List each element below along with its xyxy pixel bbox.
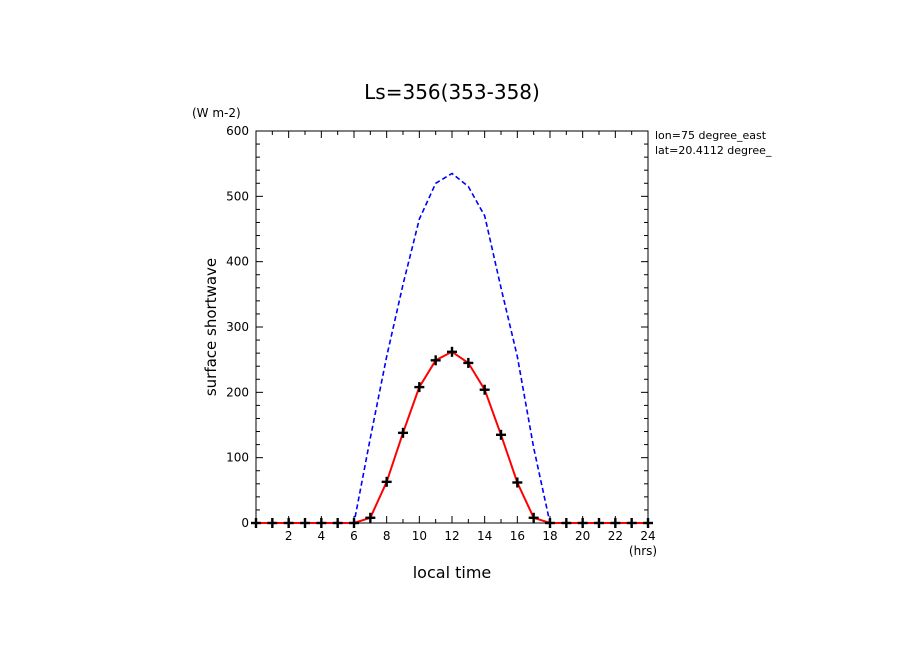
- x-axis-label: local time: [413, 563, 492, 582]
- data-point-marker: [577, 518, 588, 528]
- data-point-marker: [251, 518, 261, 528]
- y-axis-label: surface shortwave: [202, 258, 220, 396]
- annotation-lon: lon=75 degree_east: [655, 129, 767, 142]
- x-tick-label: 20: [575, 529, 590, 543]
- x-tick-label: 2: [285, 529, 293, 543]
- data-point-marker: [316, 518, 327, 528]
- data-point-marker: [283, 518, 294, 528]
- y-tick-label: 200: [226, 385, 249, 399]
- data-point-marker: [267, 518, 278, 528]
- y-tick-label: 600: [226, 124, 249, 138]
- data-point-marker: [463, 357, 474, 368]
- y-tick-label: 500: [226, 189, 249, 203]
- x-tick-label: 6: [350, 529, 358, 543]
- data-point-marker: [300, 518, 310, 528]
- data-point-marker: [528, 512, 539, 523]
- x-tick-label: 12: [444, 529, 459, 543]
- y-tick-label: 0: [241, 516, 249, 530]
- y-axis-unit: (W m-2): [192, 106, 241, 120]
- x-tick-label: 14: [477, 529, 492, 543]
- x-axis-unit: (hrs): [629, 544, 657, 558]
- data-point-marker: [447, 346, 457, 357]
- data-point-marker: [398, 427, 408, 438]
- data-point-marker: [332, 518, 343, 528]
- x-tick-label: 18: [542, 529, 557, 543]
- plot-frame: [255, 130, 649, 524]
- annotation-lat: lat=20.4112 degree_: [655, 144, 772, 157]
- data-point-marker: [381, 476, 392, 487]
- data-point-marker: [349, 518, 359, 528]
- data-point-marker: [414, 382, 425, 393]
- data-point-marker: [594, 518, 604, 528]
- x-tick-label: 10: [412, 529, 427, 543]
- y-tick-label: 100: [226, 451, 249, 465]
- data-point-marker: [430, 355, 441, 366]
- data-point-marker: [545, 518, 555, 528]
- data-point-marker: [643, 518, 653, 528]
- x-tick-label: 24: [640, 529, 655, 543]
- x-tick-label: 4: [318, 529, 326, 543]
- data-point-marker: [365, 512, 376, 523]
- data-point-marker: [626, 518, 637, 528]
- series-group: [251, 172, 653, 528]
- x-tick-label: 22: [608, 529, 623, 543]
- x-tick-label: 16: [510, 529, 525, 543]
- data-point-marker: [479, 384, 490, 395]
- data-point-marker: [610, 518, 621, 528]
- x-tick-label: 8: [383, 529, 391, 543]
- y-tick-label: 400: [226, 255, 249, 269]
- data-point-marker: [496, 429, 506, 440]
- chart-title: Ls=356(353-358): [364, 80, 540, 104]
- series-line-1: [256, 350, 648, 524]
- data-point-marker: [512, 477, 523, 488]
- y-tick-label: 300: [226, 320, 249, 334]
- data-point-marker: [561, 518, 572, 528]
